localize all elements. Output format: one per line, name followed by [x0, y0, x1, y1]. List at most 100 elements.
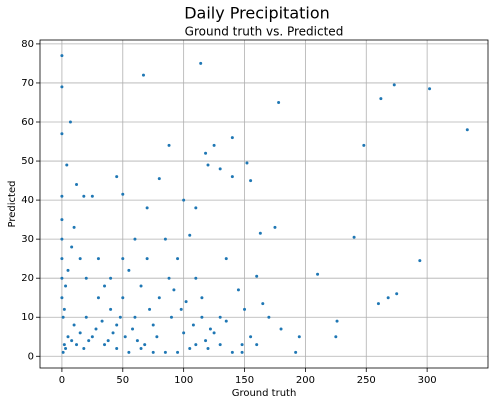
point — [64, 284, 68, 288]
point — [145, 206, 149, 210]
y-tick-label: 60 — [21, 117, 34, 128]
point — [60, 54, 64, 58]
x-tick-label: 0 — [59, 375, 65, 386]
point — [279, 327, 283, 331]
point — [141, 73, 145, 77]
point — [200, 315, 204, 319]
point — [103, 284, 107, 288]
point — [115, 323, 119, 327]
point — [230, 175, 234, 179]
point — [82, 194, 86, 198]
point — [182, 331, 186, 335]
point — [261, 302, 265, 306]
point — [206, 346, 210, 350]
point — [70, 245, 74, 249]
point — [245, 161, 249, 165]
point — [297, 335, 301, 339]
point — [200, 296, 204, 300]
point — [143, 343, 147, 347]
point — [194, 276, 198, 280]
y-tick-label: 70 — [21, 78, 34, 89]
point — [392, 83, 396, 87]
point — [87, 339, 91, 343]
point — [115, 175, 119, 179]
point — [96, 296, 100, 300]
point — [218, 167, 222, 171]
point — [96, 257, 100, 261]
point — [66, 335, 70, 339]
plot-frame — [39, 39, 489, 369]
point — [109, 276, 113, 280]
point — [66, 268, 70, 272]
point — [151, 323, 155, 327]
y-tick-label: 10 — [21, 312, 34, 323]
point — [240, 350, 244, 354]
point — [188, 346, 192, 350]
point — [62, 343, 66, 347]
point — [176, 350, 180, 354]
point — [169, 315, 173, 319]
point — [139, 346, 143, 350]
point — [60, 257, 64, 261]
point — [61, 350, 65, 354]
point — [362, 143, 366, 147]
point — [90, 335, 94, 339]
y-tick-label: 40 — [21, 195, 34, 206]
point — [61, 315, 65, 319]
point — [249, 335, 253, 339]
point — [184, 300, 188, 304]
point — [84, 276, 88, 280]
point — [334, 335, 338, 339]
point — [277, 100, 281, 104]
point — [172, 288, 176, 292]
point — [60, 132, 64, 136]
point — [72, 323, 76, 327]
point — [230, 350, 234, 354]
point — [121, 296, 125, 300]
x-tick-label: 50 — [116, 375, 129, 386]
point — [191, 323, 195, 327]
point — [204, 151, 208, 155]
point — [224, 257, 228, 261]
point — [64, 346, 68, 350]
point — [163, 350, 167, 354]
point — [100, 319, 104, 323]
y-axis-label: Predicted — [7, 181, 18, 228]
point — [78, 331, 82, 335]
point — [109, 307, 113, 311]
point — [255, 274, 259, 278]
point — [236, 288, 240, 292]
point — [75, 343, 79, 347]
point — [60, 237, 64, 241]
point — [60, 194, 64, 198]
point — [157, 177, 161, 181]
chart-subtitle: Ground truth vs. Predicted — [185, 25, 344, 39]
point — [376, 302, 380, 306]
point — [194, 343, 198, 347]
point — [249, 179, 253, 183]
point — [218, 315, 222, 319]
point — [212, 331, 216, 335]
point — [139, 284, 143, 288]
point — [273, 225, 277, 229]
point — [145, 257, 149, 261]
point — [155, 335, 159, 339]
y-tick-label: 30 — [21, 234, 34, 245]
point — [111, 331, 115, 335]
point — [133, 237, 137, 241]
point — [386, 296, 390, 300]
point — [60, 85, 64, 89]
point — [131, 327, 135, 331]
point — [258, 231, 262, 235]
x-tick-label: 150 — [235, 375, 254, 386]
point — [167, 143, 171, 147]
point — [379, 97, 383, 101]
point — [123, 335, 127, 339]
point — [224, 319, 228, 323]
point — [148, 307, 152, 311]
point — [90, 194, 94, 198]
point — [194, 206, 198, 210]
y-tick-label: 20 — [21, 273, 34, 284]
point — [115, 346, 119, 350]
